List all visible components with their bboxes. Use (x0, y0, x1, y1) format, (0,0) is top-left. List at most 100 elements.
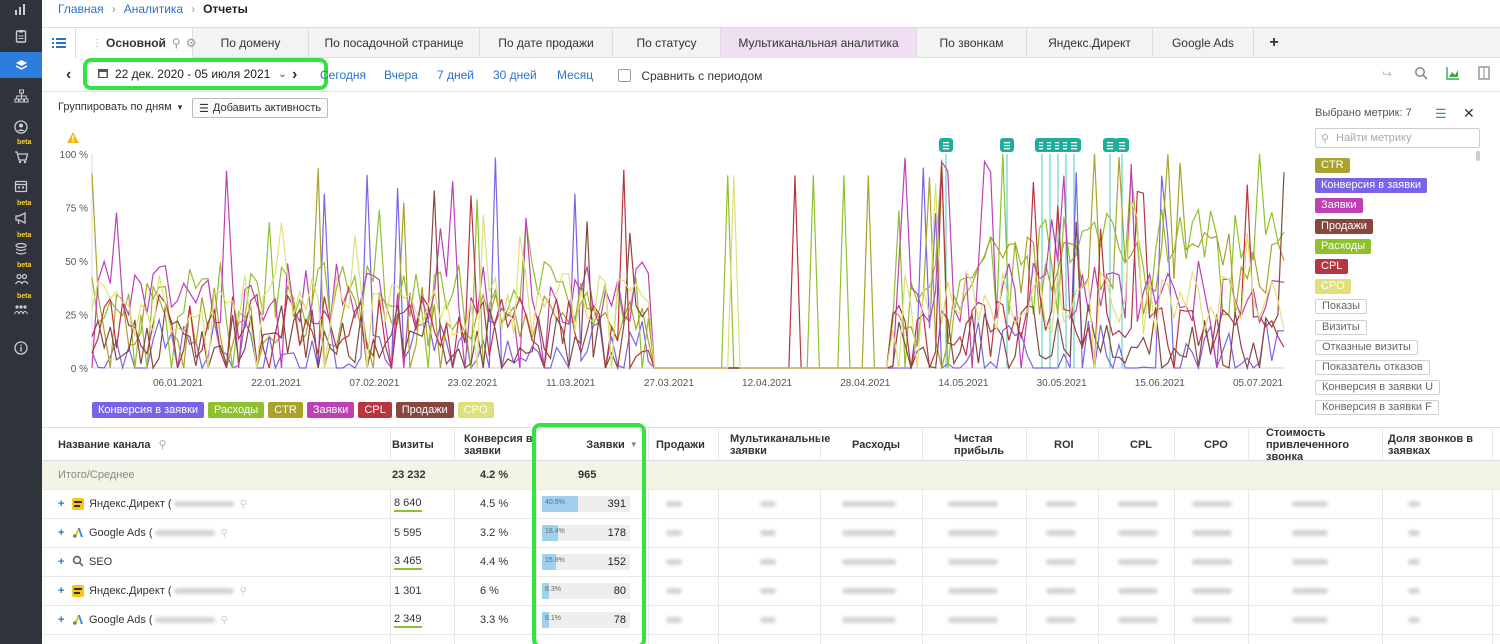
tab-google-ads[interactable]: Google Ads (1153, 28, 1254, 58)
col-expenses[interactable]: Расходы (852, 428, 922, 462)
pin-icon[interactable]: ⚲ (220, 527, 228, 539)
tab-sale-date[interactable]: По дате продажи (480, 28, 613, 58)
info-icon[interactable] (0, 335, 42, 361)
chart-toggle-icon[interactable] (1446, 66, 1460, 83)
tab-multichannel[interactable]: Мультиканальная аналитика (721, 28, 917, 58)
channel-name[interactable]: Google Ads (⚲ (72, 606, 228, 634)
tab-main[interactable]: ⋮ Основной ⚲ ⚙ (76, 28, 196, 58)
compare-period-toggle[interactable]: Сравнить с периодом (618, 68, 762, 83)
bar-chart-icon[interactable] (0, 0, 42, 22)
warning-icon[interactable] (66, 131, 80, 147)
megaphone-icon[interactable] (0, 205, 42, 231)
metric-chip-inactive[interactable]: Конверсия в заявки F (1315, 400, 1439, 416)
clipboard-icon[interactable] (0, 23, 42, 49)
col-visits[interactable]: Визиты (392, 428, 444, 462)
column-settings-icon[interactable] (1478, 66, 1490, 83)
table-row[interactable]: + Яндекс.Директ (⚲ 8 640 4.5 % 40.5% 391 (42, 490, 1500, 519)
tab-yandex-direct[interactable]: Яндекс.Директ (1027, 28, 1153, 58)
tab-landing-page[interactable]: По посадочной странице (309, 28, 480, 58)
drag-handle-icon[interactable]: ⋮ (92, 37, 102, 49)
today-link[interactable]: Сегодня (320, 68, 366, 82)
team-icon[interactable] (0, 266, 42, 292)
compare-checkbox[interactable] (618, 69, 631, 83)
undo-icon[interactable]: ↪ (1382, 67, 1393, 81)
table-row[interactable]: + SEO 3 465 4.4 % 15.8% 152 (42, 548, 1500, 577)
expand-icon[interactable]: + (58, 498, 65, 510)
tab-calls[interactable]: По звонкам (917, 28, 1027, 58)
layers-icon[interactable] (0, 52, 42, 78)
channel-name[interactable]: Яндекс.Директ (⚲ (72, 577, 247, 605)
breadcrumb-home[interactable]: Главная (58, 2, 104, 16)
expand-icon[interactable]: + (58, 614, 65, 626)
date-range-picker[interactable]: 22 дек. 2020 - 05 июля 2021 ⌄ (83, 58, 328, 90)
tab-status[interactable]: По статусу (613, 28, 721, 58)
tab-domain[interactable]: По домену (193, 28, 309, 58)
pin-icon[interactable]: ⚲ (220, 614, 228, 626)
calendar-icon[interactable] (0, 173, 42, 199)
legend-chip[interactable]: CPO (457, 402, 494, 418)
month-link[interactable]: Месяц (557, 68, 594, 82)
link-icon[interactable]: ⚲ (171, 36, 181, 50)
legend-chip[interactable]: Конверсия в заявки (92, 402, 205, 418)
pin-icon[interactable]: ⚲ (239, 498, 247, 510)
expand-icon[interactable]: + (58, 635, 64, 644)
list-icon[interactable]: ☰ (1435, 106, 1447, 121)
metric-chip-inactive[interactable]: Показатель отказов (1315, 360, 1430, 375)
col-call-cost[interactable]: Стоимость привлеченного звонка (1266, 427, 1384, 463)
col-call-share[interactable]: Доля звонков в заявках (1388, 428, 1486, 462)
30-days-link[interactable]: 30 дней (493, 68, 537, 82)
legend-chip[interactable]: CTR (268, 402, 303, 418)
legend-chip[interactable]: CPL (358, 402, 392, 418)
metric-chip-active[interactable]: CTR (1315, 158, 1350, 173)
table-row[interactable]: + Яндекс.Директ (⚲ 1 301 6 % 8.3% 80 (42, 577, 1500, 606)
metric-search-input[interactable]: ⚲ Найти метрику (1315, 128, 1480, 148)
col-conversion[interactable]: Конверсия в заявки (464, 428, 554, 462)
channel-name[interactable]: Google Ads (⚲ (72, 519, 228, 547)
7-days-link[interactable]: 7 дней (437, 68, 475, 82)
col-roi[interactable]: ROI (1054, 428, 1114, 462)
cart-icon[interactable] (0, 144, 42, 170)
gear-icon[interactable]: ⚙ (185, 36, 197, 50)
metric-chip-inactive[interactable]: Отказные визиты (1315, 339, 1418, 355)
list-view-icon[interactable] (42, 28, 76, 58)
chevron-right-icon[interactable]: › (292, 66, 298, 83)
metric-chip-inactive[interactable]: Конверсия в заявки U (1315, 380, 1441, 396)
col-leads[interactable]: Заявки ▼ (572, 428, 652, 462)
metric-chip-active[interactable]: Заявки (1315, 198, 1363, 214)
expand-icon[interactable]: + (58, 556, 65, 568)
legend-chip[interactable]: Продажи (395, 402, 454, 418)
table-row[interactable]: + Google Ads (⚲ 5 595 3.2 % 18.4% 178 (42, 519, 1500, 548)
expand-icon[interactable]: + (58, 527, 65, 539)
group-by-dropdown[interactable]: Группировать по дням ▾ (58, 101, 182, 113)
table-row[interactable]: + Google Ads (⚲ 2 349 3.3 % 8.1% 78 (42, 606, 1500, 635)
breadcrumb-analytics[interactable]: Аналитика (123, 2, 184, 16)
yesterday-link[interactable]: Вчера (384, 68, 418, 82)
col-cpl[interactable]: CPL (1130, 428, 1190, 462)
metric-chip-active[interactable]: CPO (1315, 279, 1351, 295)
channel-name[interactable]: SEO (72, 548, 112, 576)
scrollbar[interactable] (1476, 151, 1480, 161)
search-icon[interactable]: ⚲ (158, 439, 167, 451)
col-channel-name[interactable]: Название канала ⚲ (58, 428, 378, 462)
legend-chip[interactable]: Заявки (306, 402, 355, 418)
channel-name[interactable]: Яндекс.Директ (⚲ (72, 490, 247, 518)
add-activity-button[interactable]: ☰ Добавить активность (192, 98, 329, 118)
stack-icon[interactable] (0, 236, 42, 262)
hierarchy-icon[interactable] (0, 83, 42, 109)
add-tab-button[interactable]: + (1269, 34, 1279, 51)
metric-chip-inactive[interactable]: Показы (1315, 299, 1368, 315)
sort-desc-icon[interactable]: ▼ (629, 440, 638, 449)
pin-icon[interactable]: ⚲ (239, 585, 247, 597)
group-icon[interactable] (0, 297, 42, 323)
col-multichannel-leads[interactable]: Мультиканальные заявки (730, 428, 830, 462)
search-icon[interactable] (1414, 66, 1428, 83)
metric-chip-inactive[interactable]: Визиты (1315, 319, 1367, 335)
close-icon[interactable]: ✕ (1463, 105, 1475, 121)
metric-chip-active[interactable]: Расходы (1315, 238, 1372, 254)
col-cpo[interactable]: CPO (1204, 428, 1264, 462)
user-icon[interactable] (0, 114, 42, 140)
col-net-profit[interactable]: Чистая прибыль (954, 428, 1024, 462)
col-sales[interactable]: Продажи (656, 428, 716, 462)
metric-chip-active[interactable]: Конверсия в заявки (1315, 178, 1428, 194)
metric-chip-active[interactable]: Продажи (1315, 218, 1373, 234)
